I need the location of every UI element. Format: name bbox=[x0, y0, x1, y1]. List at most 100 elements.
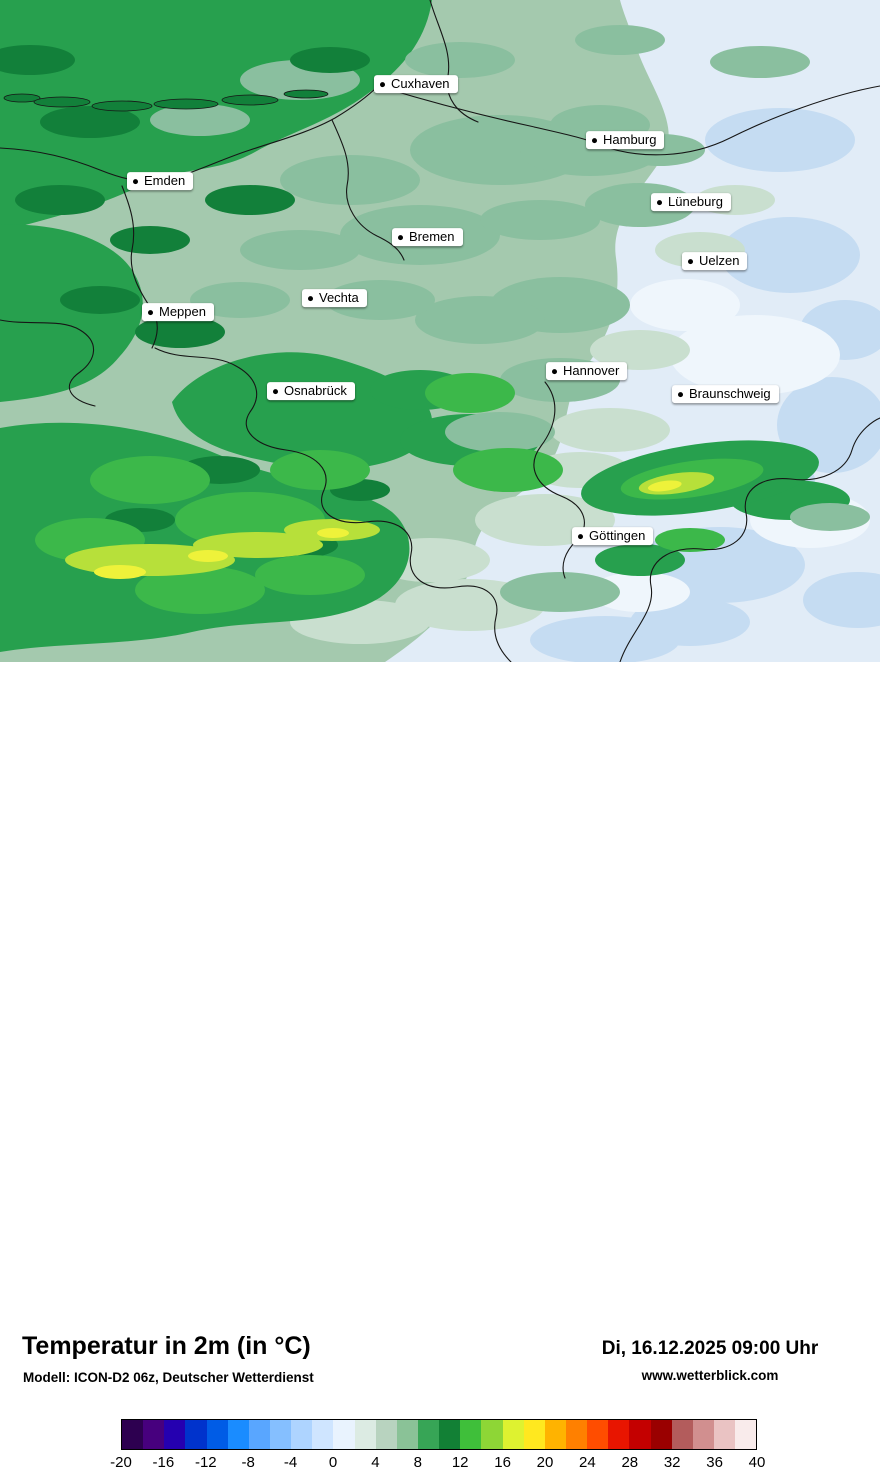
temperature-field-map bbox=[0, 0, 880, 662]
temperature-scale-tick: -20 bbox=[110, 1454, 132, 1471]
city-marker-lneburg: Lüneburg bbox=[651, 193, 731, 212]
city-dot-icon bbox=[148, 309, 153, 315]
city-dot-icon bbox=[380, 81, 385, 87]
city-marker-emden: Emden bbox=[127, 172, 194, 191]
city-dot-icon bbox=[273, 388, 278, 394]
datetime-block: Di, 16.12.2025 09:00 Uhr www.wetterblick… bbox=[560, 1338, 860, 1383]
city-dot-icon bbox=[678, 391, 683, 397]
temperature-scale-segment bbox=[460, 1420, 482, 1449]
temperature-scale-segment bbox=[713, 1420, 736, 1449]
temperature-scale-segment bbox=[312, 1420, 334, 1449]
temperature-scale-segment bbox=[565, 1420, 588, 1449]
city-label: Lüneburg bbox=[668, 194, 723, 210]
temperature-scale-tick: 8 bbox=[413, 1454, 422, 1471]
light-blue-patches bbox=[530, 108, 880, 662]
temperature-scale-tick: 0 bbox=[328, 1454, 338, 1471]
temperature-scale-segment bbox=[735, 1420, 757, 1449]
model-info: Modell: ICON-D2 06z, Deutscher Wetterdie… bbox=[23, 1370, 314, 1385]
city-label: Meppen bbox=[159, 304, 206, 320]
temperature-scale-segment bbox=[481, 1420, 503, 1449]
city-dot-icon bbox=[578, 533, 583, 539]
coastal-islands bbox=[3, 89, 329, 112]
temperature-scale-segment bbox=[396, 1420, 418, 1449]
city-label: Hamburg bbox=[603, 132, 657, 148]
temperature-scale-tick: 16 bbox=[494, 1454, 511, 1471]
temperature-scale-tick: -8 bbox=[241, 1454, 255, 1471]
temperature-scale-tick: 24 bbox=[579, 1454, 596, 1471]
temperature-scale-segment bbox=[439, 1420, 461, 1449]
city-label: Uelzen bbox=[699, 253, 740, 269]
temperature-scale-segment bbox=[291, 1420, 313, 1449]
temperature-scale-segment bbox=[608, 1420, 630, 1449]
temperature-scale-tick: 4 bbox=[371, 1454, 380, 1471]
city-label: Cuxhaven bbox=[391, 76, 450, 92]
website-credit: www.wetterblick.com bbox=[641, 1368, 779, 1383]
city-dot-icon bbox=[398, 234, 403, 240]
temperature-scale bbox=[121, 1419, 757, 1450]
city-marker-bremen: Bremen bbox=[392, 228, 463, 247]
temperature-scale-segment bbox=[523, 1420, 545, 1449]
city-dot-icon bbox=[657, 199, 662, 205]
city-marker-braunschweig: Braunschweig bbox=[672, 385, 779, 404]
temperature-scale-segment bbox=[671, 1420, 693, 1449]
city-marker-osnabrck: Osnabrück bbox=[267, 382, 355, 401]
temperature-scale-segment bbox=[502, 1420, 524, 1449]
temperature-scale-tick: -16 bbox=[152, 1454, 175, 1471]
temperature-scale-segment bbox=[375, 1420, 397, 1449]
temperature-scale-tick: -12 bbox=[194, 1454, 217, 1471]
city-marker-hannover: Hannover bbox=[546, 362, 628, 381]
city-label: Emden bbox=[144, 173, 186, 189]
temperature-scale-segment bbox=[354, 1420, 376, 1449]
temperature-scale-segment bbox=[143, 1420, 165, 1449]
temperature-legend: -20 -16 -12 -8 -4 0 4 8 12 16 20 24 28 32 36 40 bbox=[110, 1419, 765, 1474]
city-label: Hannover bbox=[563, 363, 620, 379]
city-dot-icon bbox=[552, 368, 557, 374]
weather-map-area: Cuxhaven Hamburg Emden Lüneburg Bremen Uelzen… bbox=[0, 0, 880, 662]
temperature-scale-segment bbox=[587, 1420, 609, 1449]
page-title: Temperatur in 2m (in °C) bbox=[22, 1332, 311, 1360]
city-marker-hamburg: Hamburg bbox=[586, 131, 665, 150]
city-dot-icon bbox=[592, 137, 597, 143]
city-dot-icon bbox=[308, 295, 313, 301]
city-label: Göttingen bbox=[589, 528, 646, 544]
city-label: Vechta bbox=[319, 290, 359, 306]
temperature-scale-segment bbox=[206, 1420, 228, 1449]
warm-streaks-southwest bbox=[65, 519, 380, 579]
city-dot-icon bbox=[688, 258, 693, 264]
city-label: Braunschweig bbox=[689, 386, 771, 402]
temperature-scale-tick: 40 bbox=[748, 1454, 766, 1471]
temperature-scale-segment bbox=[650, 1420, 672, 1449]
temperature-scale-tick: 12 bbox=[451, 1454, 469, 1471]
temperature-scale-tick: 36 bbox=[706, 1454, 723, 1471]
temperature-scale-tick: 28 bbox=[621, 1454, 639, 1471]
city-label: Bremen bbox=[409, 229, 455, 245]
bright-green-patches bbox=[35, 373, 725, 614]
temperature-scale-segment bbox=[164, 1420, 186, 1449]
city-labels-layer: Cuxhaven Hamburg Emden Lüneburg Bremen Uelzen… bbox=[0, 0, 880, 662]
forecast-datetime: Di, 16.12.2025 09:00 Uhr bbox=[601, 1338, 819, 1359]
city-marker-meppen: Meppen bbox=[142, 303, 214, 322]
temperature-scale-segment bbox=[248, 1420, 270, 1449]
city-marker-gttingen: Göttingen bbox=[572, 527, 654, 546]
temperature-scale-tick: 32 bbox=[663, 1454, 681, 1471]
temperature-scale-segment bbox=[629, 1420, 651, 1449]
border-and-river-lines bbox=[0, 0, 880, 662]
caption-area: Temperatur in 2m (in °C) Modell: ICON-D2… bbox=[0, 662, 880, 1471]
temperature-scale-segment bbox=[333, 1420, 355, 1449]
temperature-scale-ticks: -20 -16 -12 -8 -4 0 4 8 12 16 20 24 28 32 36 40 bbox=[110, 1454, 765, 1474]
temperature-scale-segment bbox=[269, 1420, 292, 1449]
temperature-scale-tick: 20 bbox=[536, 1454, 554, 1471]
city-marker-vechta: Vechta bbox=[302, 289, 367, 308]
city-marker-cuxhaven: Cuxhaven bbox=[374, 75, 458, 94]
temperature-scale-segment bbox=[227, 1420, 249, 1449]
temperature-scale-segment bbox=[122, 1420, 144, 1449]
warm-streak-east-of-hannover bbox=[581, 440, 819, 516]
temperature-scale-segment bbox=[185, 1420, 207, 1449]
temperature-scale-segment bbox=[544, 1420, 566, 1449]
temperature-scale-tick: -4 bbox=[283, 1454, 298, 1471]
temperature-scale-segment bbox=[692, 1420, 714, 1449]
city-label: Osnabrück bbox=[284, 383, 347, 399]
city-dot-icon bbox=[133, 178, 138, 184]
temperature-scale-segment bbox=[417, 1420, 440, 1449]
city-marker-uelzen: Uelzen bbox=[682, 252, 748, 271]
